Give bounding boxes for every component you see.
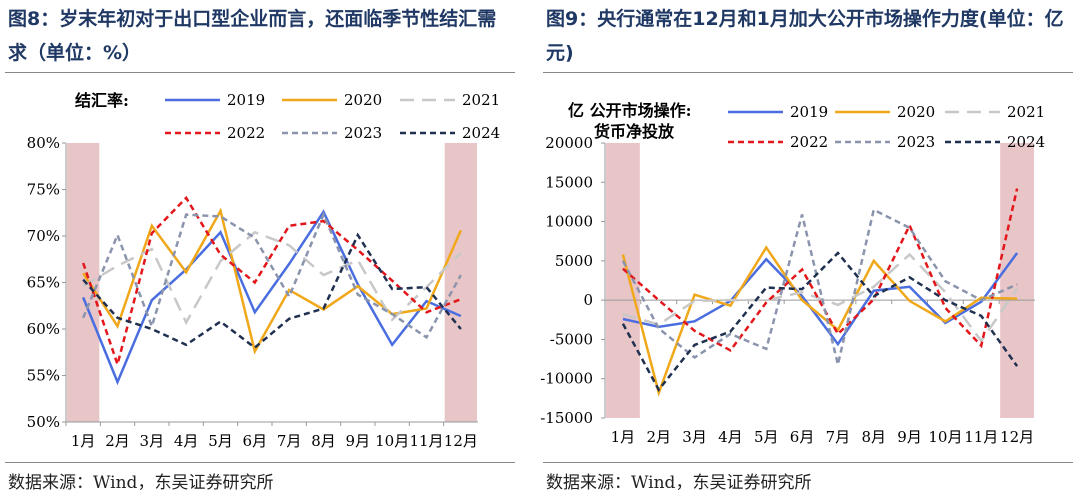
y-tick-label: 5000 — [555, 252, 593, 270]
y-axis-label: 结汇率: — [74, 91, 129, 110]
y-axis-label: 货币净投放 — [594, 122, 675, 141]
series-line-2022 — [622, 188, 1019, 353]
y-tick-label: 75% — [27, 181, 60, 199]
x-tick-label: 4月 — [718, 428, 743, 446]
y-tick-label: -15000 — [540, 409, 593, 427]
series-line-2020 — [621, 245, 1018, 398]
legend-label-2021: 2021 — [462, 91, 500, 109]
series-line-2024 — [82, 232, 462, 350]
x-tick-label: 3月 — [682, 428, 707, 446]
right-title-rule — [543, 72, 1073, 73]
legend-label-2022: 2022 — [790, 133, 828, 151]
y-tick-label: -5000 — [550, 330, 593, 348]
highlight-band-12月 — [444, 143, 477, 422]
y-tick-label: 65% — [27, 274, 60, 292]
legend-label-2023: 2023 — [897, 133, 935, 151]
legend-label-2019: 2019 — [227, 91, 265, 109]
y-tick-label: 50% — [27, 413, 60, 431]
y-tick-label: 10000 — [545, 213, 593, 231]
series-line-2022 — [81, 195, 462, 369]
x-tick-label: 1月 — [71, 432, 96, 450]
y-tick-label: 55% — [27, 367, 60, 385]
y-tick-label: 0 — [583, 291, 593, 309]
legend-label-2019: 2019 — [790, 103, 828, 121]
y-axis-label: 亿 公开市场操作: — [568, 101, 691, 120]
x-tick-label: 9月 — [897, 428, 922, 446]
x-tick-label: 2月 — [105, 432, 130, 450]
y-tick-label: 15000 — [545, 173, 593, 191]
x-tick-label: 8月 — [861, 428, 886, 446]
x-tick-label: 3月 — [140, 432, 165, 450]
y-tick-label: 70% — [27, 227, 60, 245]
legend-label-2022: 2022 — [227, 124, 265, 142]
x-tick-label: 9月 — [346, 432, 371, 450]
series-line-2023 — [621, 207, 1018, 365]
y-tick-label: 80% — [27, 134, 60, 152]
x-tick-label: 6月 — [243, 432, 268, 450]
series-line-2024 — [621, 251, 1019, 392]
left-title-rule — [5, 72, 515, 73]
highlight-band-1月 — [67, 143, 100, 422]
highlight-band-1月 — [606, 143, 640, 418]
x-tick-label: 7月 — [277, 432, 302, 450]
chart-1: 50%55%60%65%70%75%80%1月 2月 3月 4月 5月 6月 7月 8月 9月 1… — [27, 91, 501, 450]
legend-label-2023: 2023 — [344, 124, 382, 142]
y-tick-label: -10000 — [540, 370, 593, 388]
chart-2: -15000 -10000 -5000 0 5000 10000 15000 20000 1月 2… — [540, 101, 1045, 446]
legend-label-2020: 2020 — [344, 91, 382, 109]
x-tick-label: 4月 — [174, 432, 199, 450]
x-tick-label: 6月 — [790, 428, 815, 446]
x-tick-label: 10月 — [375, 432, 409, 450]
x-tick-label: 12月 — [1000, 428, 1034, 446]
left-source: 数据来源：Wind，东吴证券研究所 — [8, 473, 274, 493]
legend-label-2021: 2021 — [1007, 103, 1045, 121]
highlight-band-12月 — [1000, 143, 1034, 418]
x-tick-label: 2月 — [646, 428, 671, 446]
series-line-2023 — [82, 211, 462, 340]
x-tick-label: 8月 — [311, 432, 336, 450]
left-source-rule — [5, 462, 515, 463]
series-line-2019 — [622, 252, 1019, 347]
legend-label-2024: 2024 — [1007, 133, 1045, 151]
x-tick-label: 7月 — [826, 428, 851, 446]
left-figure-title: 图8：岁末年初对于出口型企业而言，还面临季节性结汇需求（单位：%） — [8, 8, 497, 64]
x-tick-label: 10月 — [928, 428, 962, 446]
right-source: 数据来源：Wind，东吴证券研究所 — [546, 473, 812, 493]
legend-label-2020: 2020 — [897, 103, 935, 121]
legend-label-2024: 2024 — [462, 124, 500, 142]
x-tick-label: 1月 — [611, 428, 636, 446]
x-tick-label: 5月 — [754, 428, 779, 446]
x-tick-label: 5月 — [208, 432, 233, 450]
y-tick-label: 60% — [27, 320, 60, 338]
x-tick-label: 12月 — [444, 432, 478, 450]
x-tick-label: 11月 — [409, 432, 443, 450]
series-line-2021 — [82, 230, 462, 326]
right-figure-title: 图9：央行通常在12月和1月加大公开市场操作力度(单位：亿元) — [546, 8, 1064, 64]
y-tick-label: 20000 — [545, 134, 593, 152]
series-line-2021 — [622, 252, 1019, 344]
right-source-rule — [543, 462, 1073, 463]
x-tick-label: 11月 — [964, 428, 998, 446]
